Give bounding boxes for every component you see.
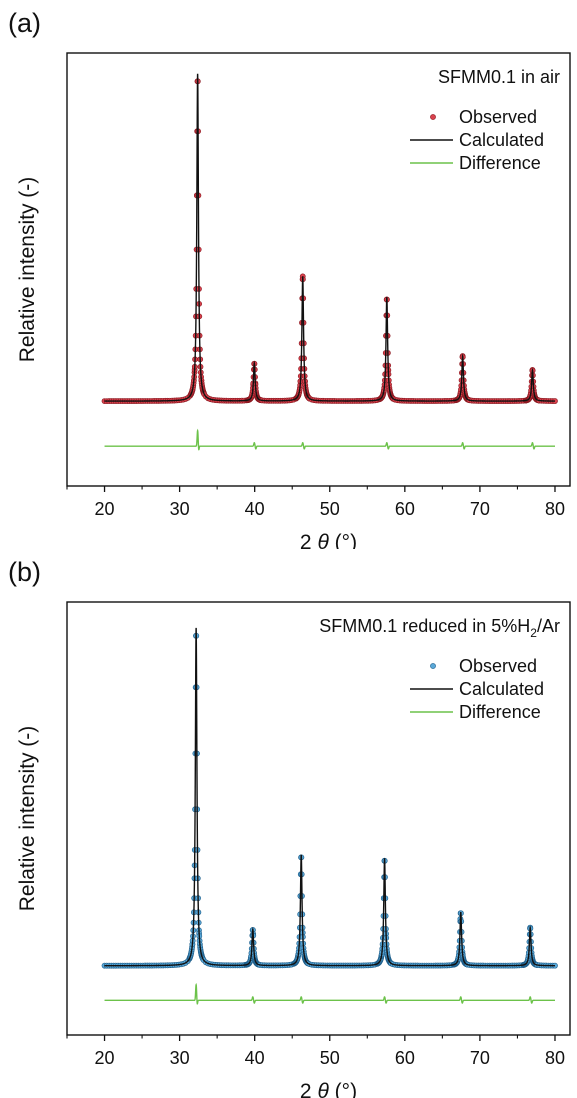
panel-label-a: (a): [8, 8, 41, 38]
x-tick-label: 20: [95, 499, 115, 519]
plot-frame: [66, 601, 571, 1036]
y-axis-label: Relative intensity (-): [16, 177, 39, 363]
chart-panel-a: 20 30 40 50 60 70 80 2 θ (°) Relative intensity …: [8, 8, 571, 549]
x-tick-label: 80: [545, 499, 565, 519]
x-tick-label: 40: [245, 499, 265, 519]
difference-series: [104, 982, 555, 1005]
xrd-chart-b: 20 30 40 50 60 70 80 2 θ (°) Relative intensity …: [16, 601, 571, 1098]
legend: Observed Calculated Difference: [410, 107, 544, 173]
x-tick-label: 40: [245, 1048, 265, 1068]
x-tick-label: 30: [170, 499, 190, 519]
difference-series: [104, 428, 555, 451]
legend-label: Observed: [459, 656, 537, 676]
legend-swatch-observed: [430, 114, 436, 120]
legend-label: Observed: [459, 107, 537, 127]
calculated-series: [104, 627, 555, 967]
x-tick-label: 70: [470, 1048, 490, 1068]
plot-series: [101, 627, 558, 1005]
y-axis-label: Relative intensity (-): [16, 726, 39, 912]
legend-label: Difference: [459, 702, 541, 722]
x-tick-label: 50: [320, 1048, 340, 1068]
panel-label-b: (b): [8, 557, 41, 587]
chart-title: SFMM0.1 in air: [438, 67, 560, 87]
plot-series: [101, 73, 558, 451]
legend-swatch-observed: [430, 663, 436, 669]
calculated-series: [104, 73, 555, 402]
xrd-chart-a: 20 30 40 50 60 70 80 2 θ (°) Relative intensity …: [16, 52, 571, 549]
chart-panel-b: 20 30 40 50 60 70 80 2 θ (°) Relative intensity …: [0, 549, 577, 1098]
x-tick-label: 50: [320, 499, 340, 519]
x-tick-label: 60: [395, 1048, 415, 1068]
x-tick-label: 80: [545, 1048, 565, 1068]
legend-label: Difference: [459, 153, 541, 173]
plot-frame: [66, 52, 571, 487]
legend-label: Calculated: [459, 130, 544, 150]
legend-label: Calculated: [459, 679, 544, 699]
x-tick-label: 20: [95, 1048, 115, 1068]
legend: Observed Calculated Difference: [410, 656, 544, 722]
chart-title: SFMM0.1 reduced in 5%H2/Ar: [319, 616, 560, 640]
x-tick-label: 30: [170, 1048, 190, 1068]
x-tick-label: 70: [470, 499, 490, 519]
x-axis-label: 2 θ (°): [300, 1080, 357, 1098]
x-tick-label: 60: [395, 499, 415, 519]
x-axis-label: 2 θ (°): [300, 531, 357, 549]
observed-series: [101, 78, 558, 404]
